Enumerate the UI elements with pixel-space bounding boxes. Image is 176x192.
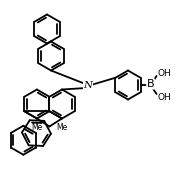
Text: Me: Me [31,123,42,132]
Text: N: N [83,80,93,89]
Text: B: B [147,79,154,89]
Text: OH: OH [158,69,171,78]
Text: OH: OH [158,93,171,102]
Text: Me: Me [56,123,68,132]
